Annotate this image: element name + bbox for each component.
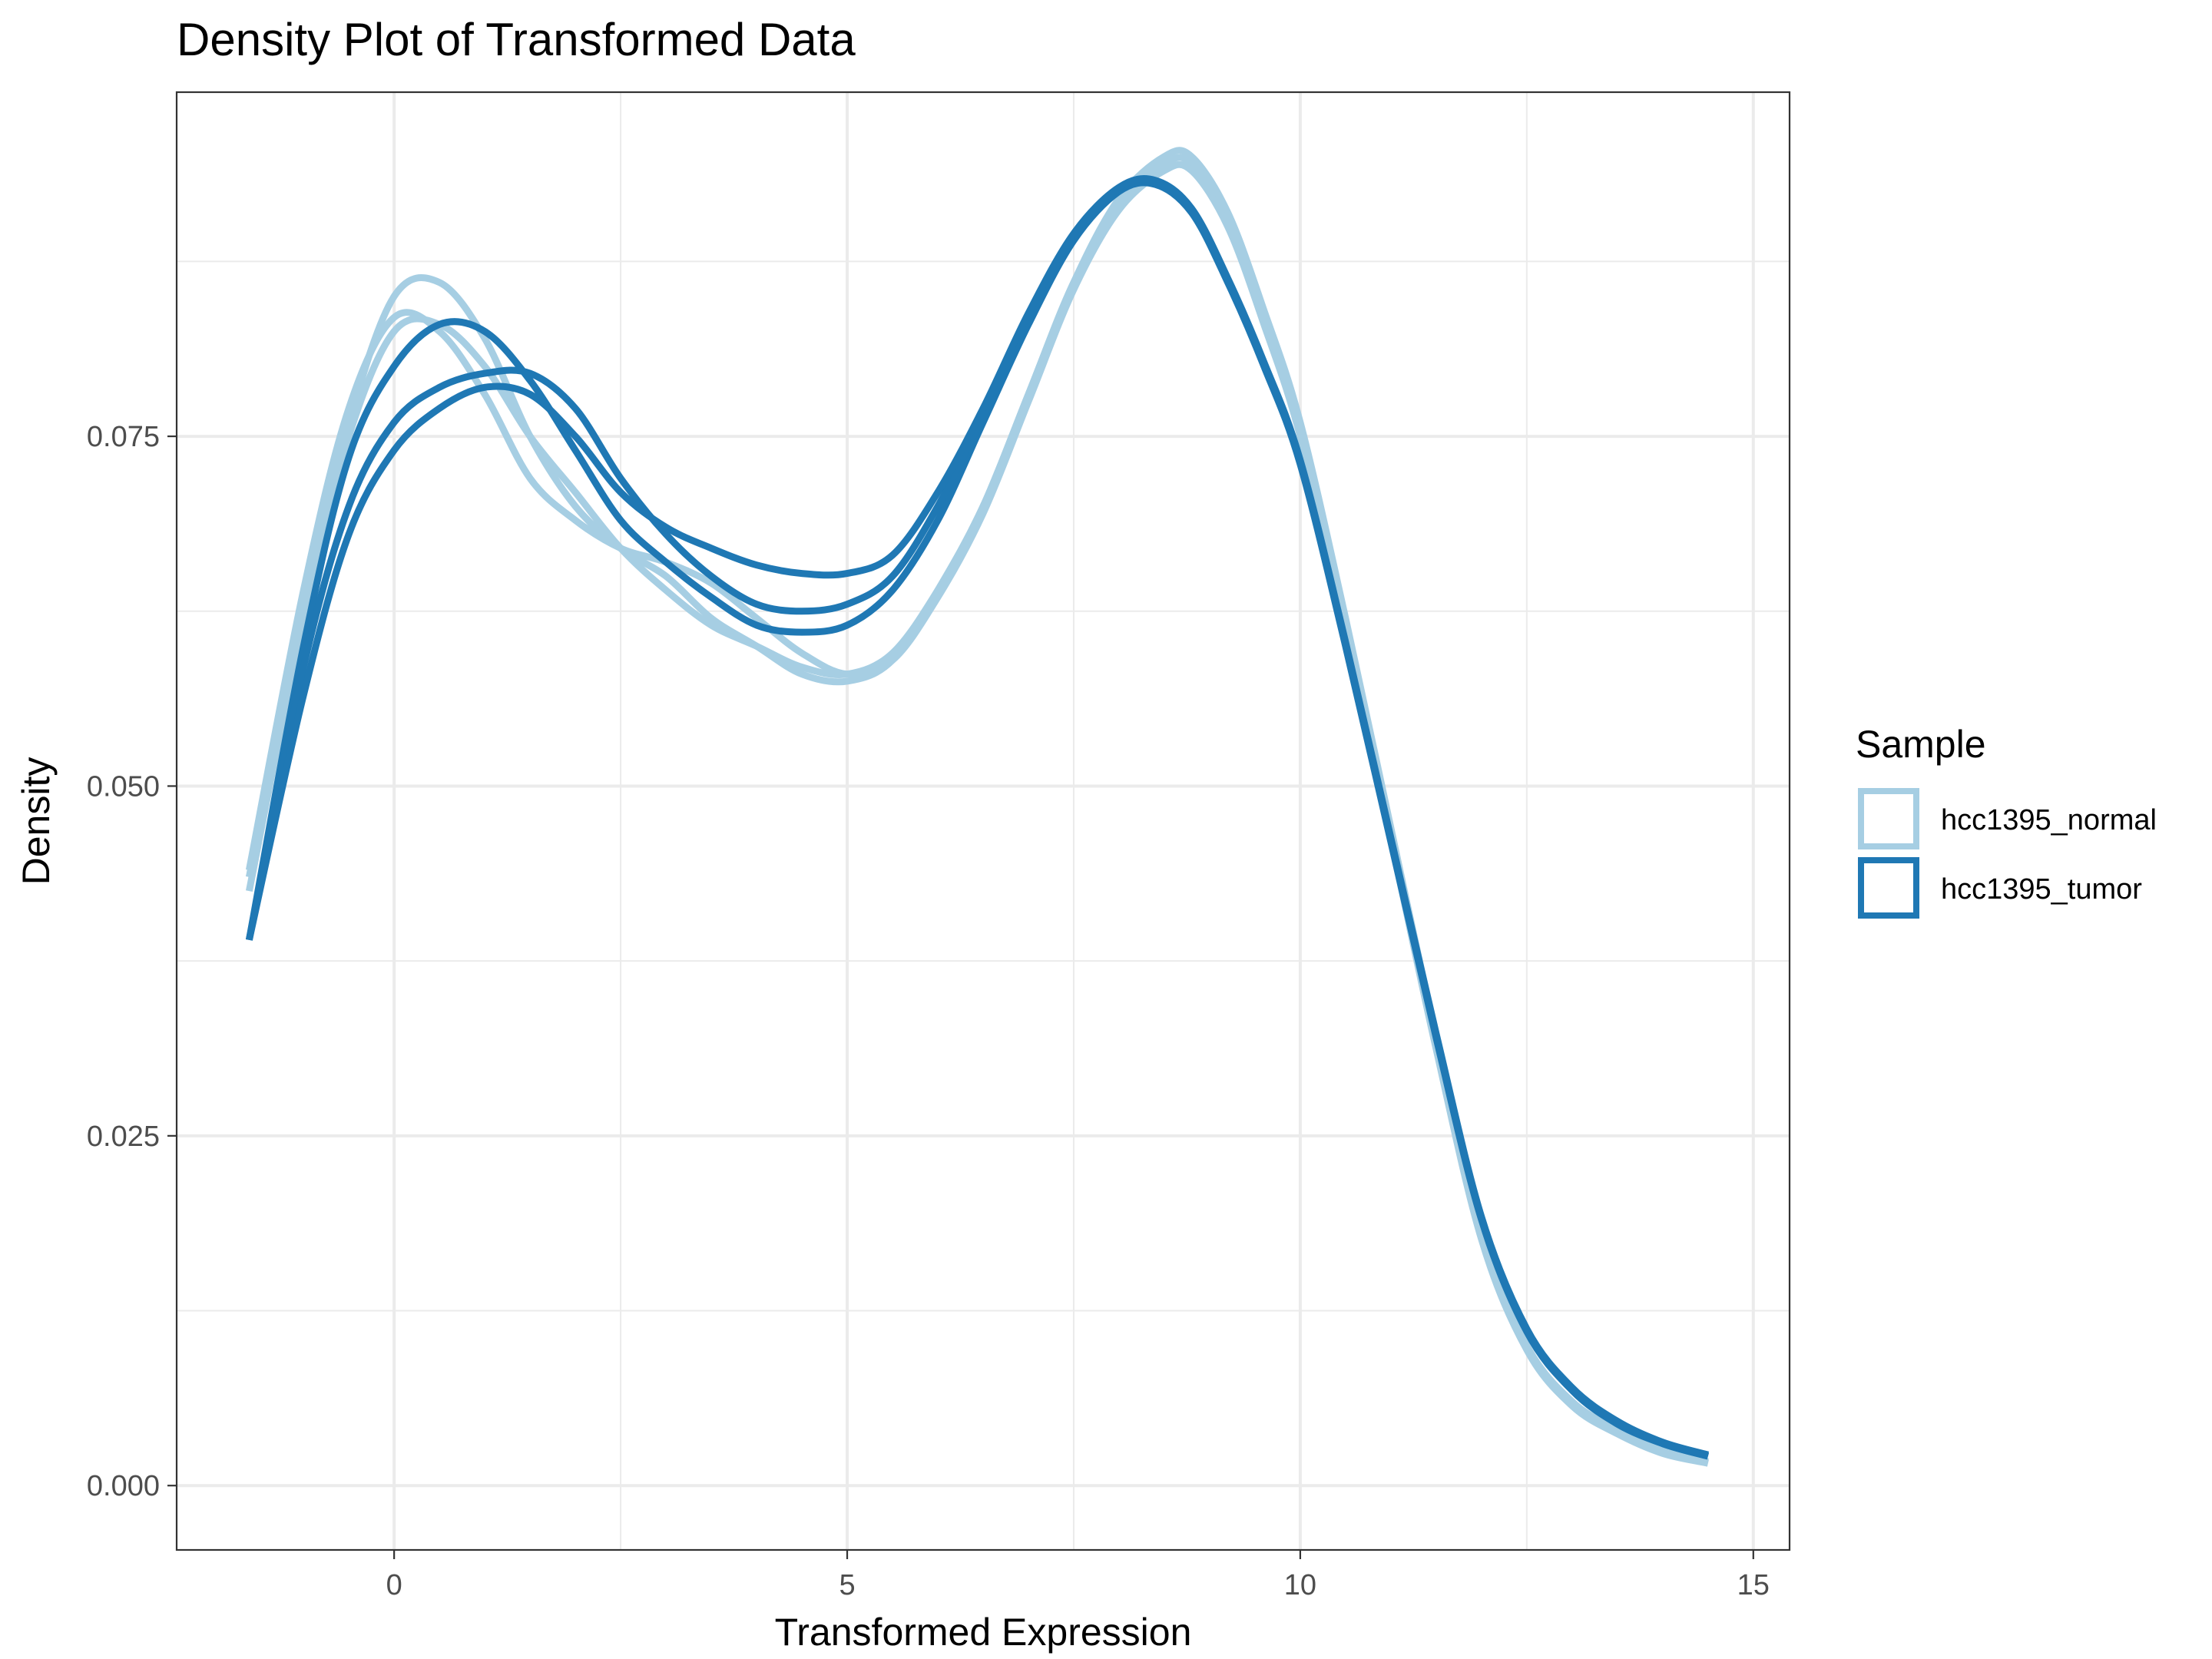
y-axis-title: Density bbox=[15, 757, 58, 886]
y-tick-label: 0.000 bbox=[87, 1470, 160, 1502]
legend: Sample hcc1395_normal hcc1395_tumor bbox=[1856, 723, 2157, 919]
legend-label-normal: hcc1395_normal bbox=[1941, 804, 2157, 836]
legend-key-normal bbox=[1858, 788, 1919, 849]
legend-key-tumor bbox=[1858, 857, 1919, 919]
x-axis-title: Transformed Expression bbox=[775, 1611, 1192, 1654]
legend-title: Sample bbox=[1856, 723, 1986, 766]
density-series bbox=[245, 147, 1710, 1467]
x-axis: 0 5 10 15 bbox=[386, 1550, 1770, 1601]
chart-title: Density Plot of Transformed Data bbox=[177, 14, 856, 65]
panel-border bbox=[175, 91, 1791, 1551]
y-tick-label: 0.075 bbox=[87, 421, 160, 453]
y-tick-label: 0.050 bbox=[87, 770, 160, 803]
x-tick-label: 15 bbox=[1737, 1569, 1770, 1601]
tumor-density-line-6 bbox=[246, 175, 1709, 1459]
legend-entry-tumor: hcc1395_tumor bbox=[1858, 857, 2142, 919]
y-axis: 0.000 0.025 0.050 0.075 bbox=[87, 421, 177, 1502]
x-tick-label: 10 bbox=[1284, 1569, 1316, 1601]
panel-background bbox=[177, 92, 1790, 1550]
x-tick-label: 0 bbox=[386, 1569, 402, 1601]
plot-panel bbox=[175, 91, 1791, 1551]
legend-label-tumor: hcc1395_tumor bbox=[1941, 873, 2142, 906]
legend-entry-normal: hcc1395_normal bbox=[1858, 788, 2157, 849]
y-tick-label: 0.025 bbox=[87, 1121, 160, 1153]
x-tick-label: 5 bbox=[839, 1569, 855, 1601]
